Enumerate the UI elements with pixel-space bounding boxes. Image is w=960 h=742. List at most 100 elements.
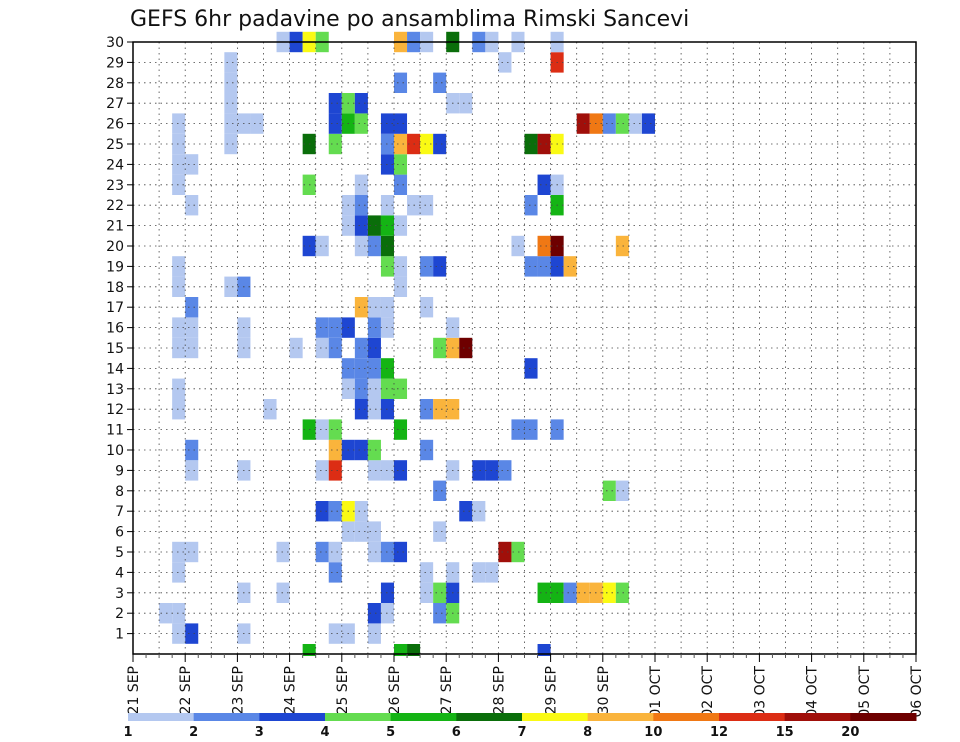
heatmap-cell [498, 52, 512, 73]
heatmap-cell [524, 419, 538, 440]
heatmap-cell [315, 501, 329, 522]
y-tick-label: 30 [106, 35, 124, 51]
heatmap-cell [420, 195, 434, 216]
heatmap-cell [420, 582, 434, 603]
heatmap-cell [172, 113, 186, 134]
heatmap-cell [524, 133, 538, 155]
heatmap-cell [367, 317, 381, 338]
heatmap-cell [537, 133, 551, 155]
x-tick-label: 27 SEP [439, 666, 455, 714]
heatmap-cell [250, 113, 264, 134]
y-tick-label: 20 [106, 239, 124, 255]
heatmap-cell [563, 582, 577, 603]
x-tick-label: 30 SEP [596, 666, 612, 714]
x-tick-label: 23 SEP [230, 666, 246, 714]
heatmap-cell [498, 460, 512, 481]
heatmap-cell [641, 113, 655, 134]
colorbar-swatch [193, 713, 260, 721]
colorbar-swatch [719, 713, 786, 721]
heatmap-cell [224, 72, 238, 93]
heatmap-cell [328, 460, 342, 481]
x-tick-label: 04 OCT [805, 666, 821, 718]
colorbar-swatch [587, 713, 654, 721]
heatmap-cell [354, 297, 368, 318]
heatmap-cell [394, 72, 408, 93]
colorbar: 1 2 3 4 5 6 7 8 10 12 15 20 [123, 713, 917, 740]
heatmap-cell [615, 480, 629, 501]
y-tick-label: 5 [115, 545, 124, 561]
heatmap-cell [537, 256, 551, 277]
y-tick-label: 22 [106, 198, 124, 214]
heatmap-cell [407, 644, 421, 656]
heatmap-cell [224, 113, 238, 134]
heatmap-cell [537, 235, 551, 257]
heatmap-cell [433, 72, 447, 93]
heatmap-cell [172, 623, 186, 644]
colorbar-swatch [850, 713, 917, 721]
heatmap-cell [276, 541, 290, 563]
heatmap-cell [172, 154, 186, 175]
colorbar-label: 6 [452, 725, 461, 740]
colorbar-label: 20 [841, 725, 859, 740]
heatmap-cell [394, 174, 408, 195]
heatmap-cell [394, 154, 408, 175]
heatmap-cell [224, 52, 238, 73]
y-tick-label: 4 [115, 565, 124, 581]
heatmap-cell [420, 439, 434, 461]
heatmap-cell [224, 133, 238, 155]
y-tick-label: 2 [115, 606, 124, 622]
heatmap-cell [185, 297, 199, 318]
y-tick-label: 9 [115, 463, 124, 479]
heatmap-cell [315, 541, 329, 563]
x-tick-label: 06 OCT [909, 666, 925, 718]
grid-lines [133, 41, 916, 654]
heatmap-cell [576, 582, 590, 603]
heatmap-cell [367, 541, 381, 563]
heatmap-cell [394, 460, 408, 481]
heatmap-cell [420, 562, 434, 583]
heatmap-cell [172, 174, 186, 195]
heatmap-cell [185, 439, 199, 461]
heatmap-cell [524, 256, 538, 277]
y-tick-label: 10 [106, 443, 124, 459]
heatmap-cell [172, 337, 186, 359]
y-axis-ticks: 1234567891011121314151617181920212223242… [106, 35, 133, 643]
heatmap-cell [459, 337, 473, 359]
colorbar-label: 5 [386, 725, 395, 740]
heatmap-cell [537, 644, 551, 656]
heatmap-cell [354, 235, 368, 257]
x-tick-label: 02 OCT [700, 666, 716, 718]
x-tick-label: 01 OCT [648, 666, 664, 718]
y-tick-label: 28 [106, 76, 124, 92]
y-tick-label: 12 [106, 402, 124, 418]
heatmap-cell [433, 133, 447, 155]
colorbar-label: 8 [583, 725, 592, 740]
heatmap-cell [276, 582, 290, 603]
heatmap-cell [459, 93, 473, 114]
heatmap-cell [367, 297, 381, 318]
heatmap-cell [433, 399, 447, 420]
heatmap-cell [185, 623, 199, 644]
heatmap-cell [354, 399, 368, 420]
colorbar-swatch [456, 713, 523, 721]
y-tick-label: 18 [106, 280, 124, 296]
heatmap-cell [459, 501, 473, 522]
heatmap-cell [420, 256, 434, 277]
colorbar-label: 2 [189, 725, 198, 740]
heatmap-cell [433, 603, 447, 624]
colorbar-swatch [325, 713, 392, 721]
heatmap-cell [172, 603, 186, 624]
heatmap-cell [394, 133, 408, 155]
colorbar-label: 7 [517, 725, 526, 740]
y-tick-label: 6 [115, 525, 124, 541]
heatmap-cell [394, 113, 408, 134]
x-tick-label: 26 SEP [387, 666, 403, 714]
heatmap-cell [367, 378, 381, 399]
heatmap-cell [185, 460, 199, 481]
heatmap-cell [524, 358, 538, 379]
heatmap-cell [328, 133, 342, 155]
colorbar-swatch [784, 713, 851, 721]
heatmap-cell [394, 644, 408, 656]
y-tick-label: 26 [106, 117, 124, 133]
colorbar-swatch [259, 713, 326, 721]
